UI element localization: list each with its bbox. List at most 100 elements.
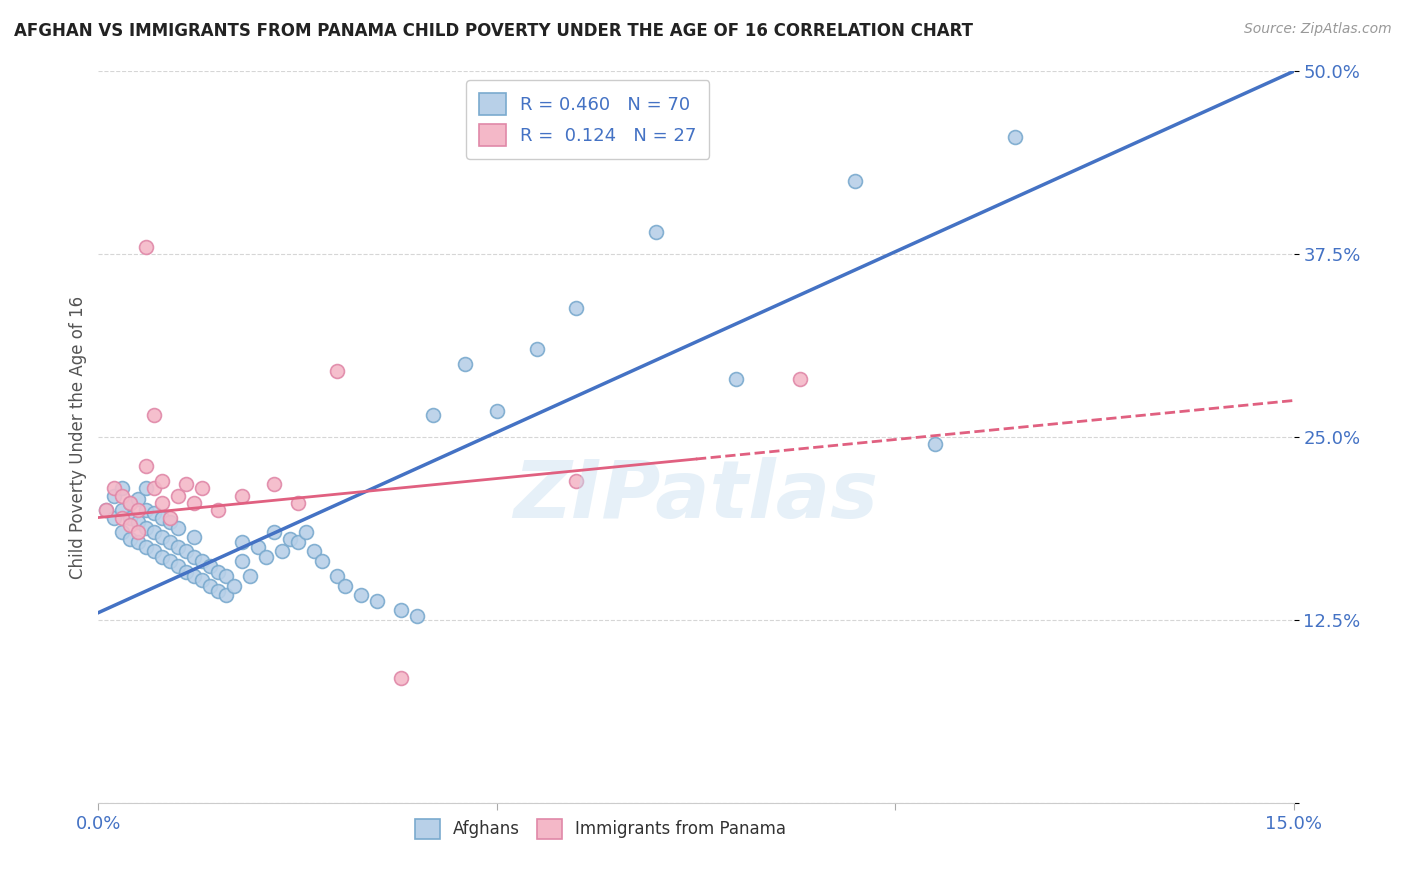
Point bbox=[183, 549, 205, 564]
Point bbox=[191, 481, 214, 495]
Point bbox=[96, 503, 118, 517]
Point bbox=[287, 535, 309, 549]
Point bbox=[127, 535, 149, 549]
Point bbox=[294, 525, 316, 540]
Point bbox=[287, 496, 309, 510]
Point bbox=[135, 503, 157, 517]
Point bbox=[167, 558, 190, 573]
Point bbox=[526, 343, 548, 357]
Point bbox=[645, 225, 668, 239]
Text: AFGHAN VS IMMIGRANTS FROM PANAMA CHILD POVERTY UNDER THE AGE OF 16 CORRELATION C: AFGHAN VS IMMIGRANTS FROM PANAMA CHILD P… bbox=[14, 22, 973, 40]
Point bbox=[183, 496, 205, 510]
Point bbox=[191, 574, 214, 588]
Point bbox=[174, 544, 197, 558]
Point bbox=[167, 521, 190, 535]
Point bbox=[350, 588, 373, 602]
Point bbox=[120, 510, 142, 524]
Point bbox=[207, 583, 229, 598]
Point bbox=[143, 408, 166, 422]
Point bbox=[150, 510, 173, 524]
Point bbox=[150, 530, 173, 544]
Point bbox=[127, 515, 149, 529]
Point bbox=[143, 506, 166, 520]
Point bbox=[406, 608, 429, 623]
Point bbox=[183, 530, 205, 544]
Point bbox=[127, 491, 149, 506]
Point bbox=[120, 496, 142, 510]
Point bbox=[183, 569, 205, 583]
Point bbox=[135, 481, 157, 495]
Point bbox=[263, 525, 285, 540]
Point bbox=[215, 588, 238, 602]
Point bbox=[335, 579, 357, 593]
Point bbox=[111, 489, 134, 503]
Point bbox=[263, 476, 285, 491]
Point bbox=[103, 481, 125, 495]
Point bbox=[120, 533, 142, 547]
Point bbox=[389, 603, 412, 617]
Point bbox=[485, 403, 508, 417]
Point bbox=[207, 503, 229, 517]
Point bbox=[198, 558, 221, 573]
Point bbox=[159, 510, 181, 524]
Point bbox=[103, 510, 125, 524]
Point bbox=[143, 481, 166, 495]
Point bbox=[366, 594, 388, 608]
Point bbox=[565, 474, 588, 488]
Point bbox=[174, 565, 197, 579]
Point bbox=[103, 489, 125, 503]
Y-axis label: Child Poverty Under the Age of 16: Child Poverty Under the Age of 16 bbox=[69, 295, 87, 579]
Point bbox=[167, 540, 190, 554]
Text: Source: ZipAtlas.com: Source: ZipAtlas.com bbox=[1244, 22, 1392, 37]
Point bbox=[174, 476, 197, 491]
Point bbox=[789, 371, 811, 385]
Point bbox=[389, 672, 412, 686]
Point bbox=[135, 521, 157, 535]
Point bbox=[143, 525, 166, 540]
Point bbox=[111, 525, 134, 540]
Point bbox=[198, 579, 221, 593]
Point bbox=[326, 364, 349, 378]
Point bbox=[278, 533, 301, 547]
Point bbox=[159, 554, 181, 568]
Point bbox=[254, 549, 277, 564]
Legend: Afghans, Immigrants from Panama: Afghans, Immigrants from Panama bbox=[408, 812, 793, 846]
Point bbox=[167, 489, 190, 503]
Point bbox=[246, 540, 269, 554]
Point bbox=[231, 535, 253, 549]
Point bbox=[422, 408, 444, 422]
Point bbox=[222, 579, 245, 593]
Point bbox=[150, 549, 173, 564]
Point bbox=[231, 554, 253, 568]
Point bbox=[159, 535, 181, 549]
Point bbox=[1004, 130, 1026, 145]
Point bbox=[127, 503, 149, 517]
Point bbox=[135, 540, 157, 554]
Point bbox=[565, 301, 588, 316]
Text: ZIPatlas: ZIPatlas bbox=[513, 457, 879, 534]
Point bbox=[135, 240, 157, 254]
Point bbox=[143, 544, 166, 558]
Point bbox=[724, 371, 747, 385]
Point bbox=[844, 174, 866, 188]
Point bbox=[120, 517, 142, 532]
Point bbox=[127, 525, 149, 540]
Point bbox=[150, 474, 173, 488]
Point bbox=[96, 503, 118, 517]
Point bbox=[239, 569, 262, 583]
Point bbox=[111, 503, 134, 517]
Point bbox=[270, 544, 292, 558]
Point bbox=[302, 544, 325, 558]
Point bbox=[231, 489, 253, 503]
Point bbox=[191, 554, 214, 568]
Point bbox=[120, 496, 142, 510]
Point bbox=[207, 565, 229, 579]
Point bbox=[111, 481, 134, 495]
Point bbox=[215, 569, 238, 583]
Point bbox=[924, 437, 946, 451]
Point bbox=[135, 459, 157, 474]
Point bbox=[454, 357, 477, 371]
Point bbox=[111, 510, 134, 524]
Point bbox=[150, 496, 173, 510]
Point bbox=[326, 569, 349, 583]
